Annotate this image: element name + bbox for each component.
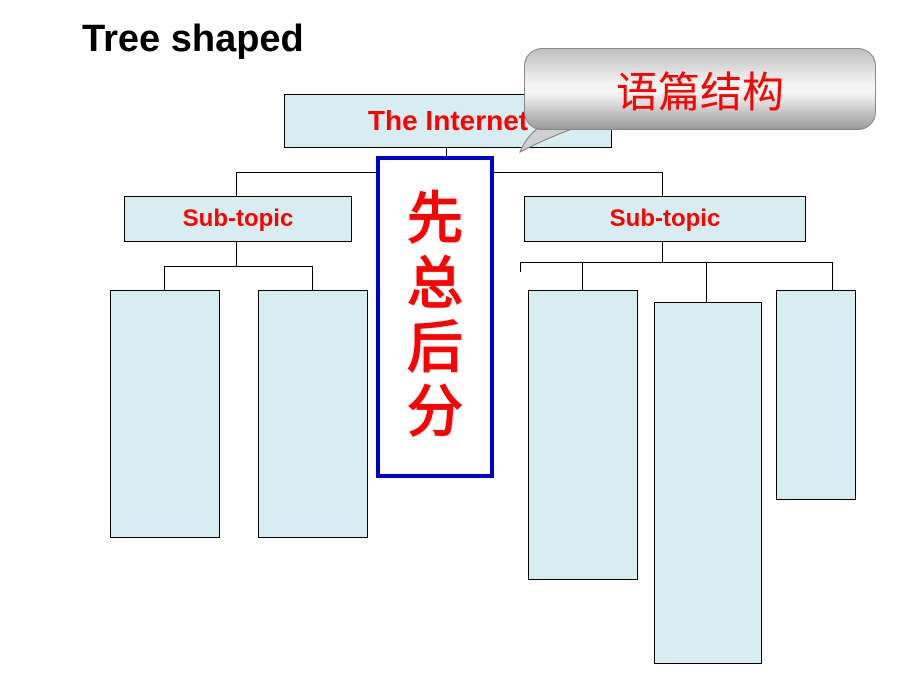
connector-line	[706, 262, 707, 302]
leaf-node	[110, 290, 220, 538]
leaf-node	[654, 302, 762, 664]
leaf-node	[776, 290, 856, 500]
connector-line	[236, 172, 237, 196]
connector-line	[164, 266, 165, 290]
leaf-node	[528, 290, 638, 580]
center-note-char: 先	[407, 188, 463, 252]
connector-line	[236, 242, 237, 266]
connector-line	[582, 262, 583, 290]
connector-line	[164, 266, 312, 267]
center-note-char: 分	[407, 381, 463, 445]
center-note-char: 总	[407, 253, 463, 317]
sub-topic-left: Sub-topic	[124, 196, 352, 242]
leaf-node	[258, 290, 368, 538]
connector-line	[312, 266, 313, 290]
connector-line	[662, 242, 663, 262]
page-title: Tree shaped	[82, 18, 304, 61]
diagram-stage: Tree shaped The Internet Sub-topic Sub-t…	[0, 0, 920, 690]
callout-bubble: 语篇结构	[524, 48, 876, 130]
sub-topic-right: Sub-topic	[524, 196, 806, 242]
connector-line	[832, 262, 833, 290]
center-note-char: 后	[407, 317, 463, 381]
connector-line	[662, 172, 663, 196]
connector-line	[520, 262, 521, 272]
center-note: 先总后分	[376, 156, 494, 478]
connector-line	[520, 262, 832, 263]
